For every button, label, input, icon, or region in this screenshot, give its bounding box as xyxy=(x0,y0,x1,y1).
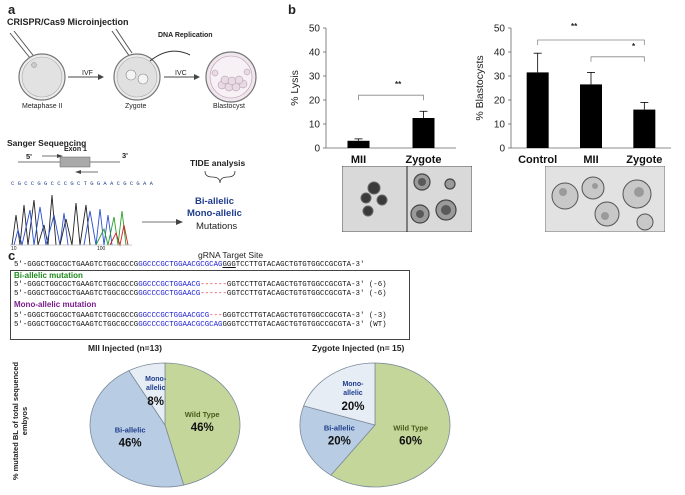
pie-percent-label: 60% xyxy=(399,436,422,448)
bar xyxy=(526,72,549,148)
pie-slice-label: Bi-allelic xyxy=(324,424,355,433)
y-tick-label: 50 xyxy=(309,24,321,35)
pie-percent-label: 20% xyxy=(341,401,364,413)
ivf-label: IVF xyxy=(82,70,93,77)
blastocyst-chart: 0 10 20 30 40 50 % Blastocysts Control MII Zygote xyxy=(475,24,671,166)
grna-target-site: gRNA Target Site xyxy=(198,250,264,260)
panel-c-letter: c xyxy=(8,248,16,263)
mono-allelic-header: Mono-allelic mutation xyxy=(14,300,97,309)
sequence-box xyxy=(10,270,410,340)
bar xyxy=(633,109,656,148)
pie-slice-label: Wild Type xyxy=(393,424,428,433)
pie-slice-label: Mono- xyxy=(145,376,167,383)
blastocyst-significance-1: ** xyxy=(571,22,578,31)
pie-slice xyxy=(89,370,185,488)
bi-allelic-text: Bi-allelic xyxy=(195,196,235,207)
zygote-pie-chart: 60% Wild Type 20% Bi-allelic 20% Mono-allelic xyxy=(299,362,451,488)
category-label: MII xyxy=(351,154,366,166)
blastocyst-micrograph xyxy=(545,166,665,232)
pie-slice-label: Wild Type xyxy=(185,410,220,419)
pie-slice xyxy=(164,362,241,486)
significance-bracket xyxy=(537,39,645,45)
chromatogram-sequence: C G C C G G C C C G C T G G A A C G C G … xyxy=(11,180,153,187)
bi-allelic-seq-row: 5'-GGGCTGGCGCTGAAGTCTGGCGCCGGGCCCGCTGGAA… xyxy=(14,290,387,298)
mii-pie-chart: 46% Wild Type 46% Bi-allelic 8% Mono-allelic xyxy=(89,362,241,488)
y-tick-label: 40 xyxy=(309,48,321,59)
pie-ylabel: % mutated BL of total sequenced embyos xyxy=(11,361,29,481)
wt-sequence: 5'-GGGCTGGCGCTGAAGTCTGGCGCCGGGCCCGCTGGAA… xyxy=(14,261,365,269)
tide-label: TIDE analysis xyxy=(190,158,246,168)
bi-allelic-seq-row: 5'-GGGCTGGCGCTGAAGTCTGGCGCCGGGCCCGCTGGAA… xyxy=(14,281,387,289)
category-label: Zygote xyxy=(626,154,662,166)
pipette-icon xyxy=(111,28,133,58)
pie-slice-label: allelic xyxy=(343,390,363,397)
pie-slice xyxy=(303,362,376,426)
sanger-diagram xyxy=(10,154,236,247)
pie-percent-label: 46% xyxy=(119,437,142,449)
y-tick-label: 10 xyxy=(494,120,506,131)
mono-allelic-text: Mono-allelic xyxy=(187,208,242,219)
pie-ylabel-wrap: % mutated BL of total sequenced embyos xyxy=(8,360,29,480)
stage-blastocyst: Blastocyst xyxy=(213,103,245,110)
pie-slice xyxy=(299,405,376,476)
dna-replication-label: DNA Replication xyxy=(158,32,213,39)
pie-percent-label: 46% xyxy=(191,422,214,434)
exon-box xyxy=(59,156,91,168)
y-tick-label: 20 xyxy=(309,96,321,107)
y-axis-label: % Lysis xyxy=(290,70,301,106)
stage-metaphase: Metaphase II xyxy=(22,103,63,110)
y-tick-label: 30 xyxy=(309,72,321,83)
category-label: Zygote xyxy=(405,154,441,166)
category-label: Control xyxy=(518,154,557,166)
pie-slice-label: Mono- xyxy=(342,381,364,388)
panel-a-letter: a xyxy=(8,2,16,17)
lysis-micrograph xyxy=(342,166,472,232)
bar xyxy=(580,84,602,148)
trace-tick-100: 100 xyxy=(97,246,106,252)
category-label: MII xyxy=(583,154,598,166)
y-tick-label: 0 xyxy=(499,144,505,155)
mono-allelic-seq-row: 5'-GGGCTGGCGCTGAAGTCTGGCGCCGGGCCCGCTGGAA… xyxy=(14,312,387,320)
exon-label: Exon 1 xyxy=(64,146,87,153)
blastocyst-significance-2: * xyxy=(632,42,636,51)
stage-zygote: Zygote xyxy=(125,103,147,110)
embryo-workflow-diagram xyxy=(9,28,257,103)
pie-slice xyxy=(330,362,451,488)
sanger-title: Sanger Sequencing xyxy=(7,138,87,148)
zygote-pie-title: Zygote Injected (n= 15) xyxy=(312,343,405,353)
significance-bracket xyxy=(358,94,424,101)
lysis-chart: 0 10 20 30 40 50 % Lysis MII Zygote xyxy=(290,24,456,166)
chromatogram xyxy=(10,194,132,247)
y-axis-label: % Blastocysts xyxy=(475,55,486,120)
mii-pie-title: MII Injected (n=13) xyxy=(88,343,162,353)
significance-bracket xyxy=(590,56,645,62)
pie-slice-label: allelic xyxy=(146,385,166,392)
mutations-text: Mutations xyxy=(196,221,238,232)
bar xyxy=(412,118,435,148)
pie-slice xyxy=(128,362,166,427)
ivc-label: IVC xyxy=(175,70,187,77)
pie-percent-label: 20% xyxy=(328,436,351,448)
y-tick-label: 10 xyxy=(309,120,321,131)
five-prime: 5' xyxy=(26,152,32,161)
y-tick-label: 50 xyxy=(494,24,506,35)
lysis-significance: ** xyxy=(395,80,402,89)
y-tick-label: 40 xyxy=(494,48,506,59)
y-tick-label: 0 xyxy=(314,144,320,155)
panel-b-letter: b xyxy=(288,2,296,17)
three-prime: 3' xyxy=(122,151,128,160)
trace-tick-10: 10 xyxy=(11,246,17,252)
crispr-title: CRISPR/Cas9 Microinjection xyxy=(7,17,129,27)
bar xyxy=(347,140,370,148)
pie-percent-label: 8% xyxy=(147,396,164,408)
pie-slice-label: Bi-allelic xyxy=(115,425,146,434)
bi-allelic-header: Bi-allelic mutation xyxy=(14,271,83,280)
mono-allelic-seq-row: 5'-GGGCTGGCGCTGAAGTCTGGCGCCGGGCCCGCTGGAA… xyxy=(14,321,387,329)
y-tick-label: 20 xyxy=(494,96,506,107)
y-tick-label: 30 xyxy=(494,72,506,83)
